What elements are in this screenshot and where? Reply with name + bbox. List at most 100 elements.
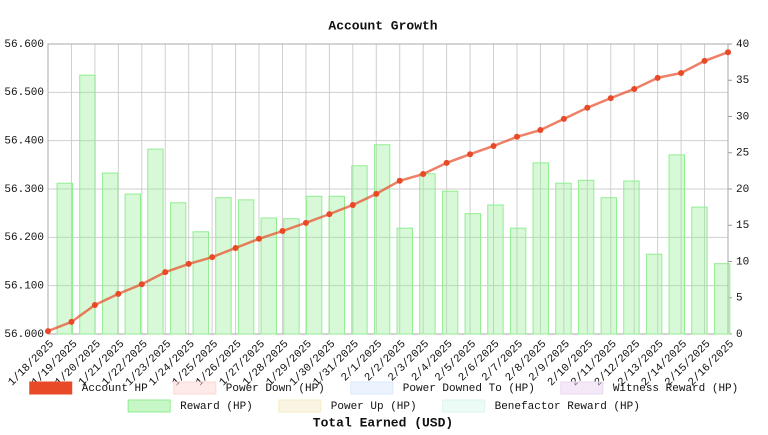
point <box>631 85 638 92</box>
y-tick-label: 56.600 <box>4 39 44 51</box>
point <box>302 219 309 226</box>
legend-label: Reward (HP) <box>180 401 253 413</box>
point <box>537 127 544 134</box>
y2-tick-label: 35 <box>736 75 749 87</box>
x-axis-label: Total Earned (USD) <box>313 415 453 430</box>
bar <box>237 199 255 335</box>
point <box>560 115 567 122</box>
bar <box>419 173 436 335</box>
bar <box>305 195 323 335</box>
y2-tick-label: 5 <box>736 293 743 305</box>
legend-label: Power Up (HP) <box>331 401 417 413</box>
bar <box>509 227 527 335</box>
y2-tick-label: 15 <box>736 220 749 232</box>
point <box>349 201 356 208</box>
point <box>68 318 75 325</box>
bar <box>532 162 549 335</box>
legend-label: Power Down (HP) <box>226 383 325 395</box>
bar <box>56 182 73 335</box>
point <box>373 190 380 197</box>
bar <box>713 263 731 335</box>
legend-swatch <box>173 381 217 395</box>
point <box>279 228 286 235</box>
bar <box>441 190 459 335</box>
legend-swatch <box>278 399 322 413</box>
bar <box>623 180 640 335</box>
legend-item: Benefactor Reward (HP) <box>442 399 640 413</box>
point <box>607 95 614 102</box>
y-tick-label: 56.000 <box>4 329 44 341</box>
bar <box>124 193 141 335</box>
point <box>490 142 497 149</box>
point <box>701 57 708 64</box>
bar <box>464 213 481 335</box>
legend-item: Witness Reward (HP) <box>560 381 738 395</box>
point <box>420 171 427 178</box>
point <box>185 260 192 267</box>
point <box>396 177 403 184</box>
y2-tick-label: 25 <box>736 148 749 160</box>
point <box>513 133 520 140</box>
bar <box>283 218 300 335</box>
point <box>443 159 450 166</box>
y-tick-label: 56.400 <box>4 136 44 148</box>
bar <box>147 148 164 335</box>
point <box>232 244 239 251</box>
point <box>138 281 145 288</box>
bar <box>260 217 277 335</box>
bar <box>396 227 413 335</box>
legend-label: Benefactor Reward (HP) <box>495 401 640 413</box>
bar <box>668 154 685 335</box>
bar <box>487 204 504 335</box>
chart-title: Account Growth <box>328 18 437 33</box>
legend-row: Account HP Power Down (HP) Power Downed To… <box>29 381 738 395</box>
y-tick-label: 56.200 <box>4 232 44 244</box>
point <box>326 211 333 218</box>
point <box>45 328 51 335</box>
legend-swatch <box>29 381 73 395</box>
legend-label: Power Downed To (HP) <box>403 383 535 395</box>
legend-swatch <box>560 381 604 395</box>
bar <box>351 165 368 335</box>
point <box>725 49 731 56</box>
legend-item: Account HP <box>29 381 148 395</box>
legend-label: Witness Reward (HP) <box>613 383 738 395</box>
bar <box>600 197 617 335</box>
legend-swatch <box>127 399 171 413</box>
bar <box>328 195 345 335</box>
point <box>654 74 661 81</box>
bar <box>555 182 572 335</box>
point <box>256 235 263 242</box>
y2-tick-label: 20 <box>736 184 749 196</box>
point <box>91 302 98 308</box>
point <box>162 269 169 276</box>
point <box>678 70 685 76</box>
bar <box>215 197 232 335</box>
bar <box>192 231 209 335</box>
point <box>467 151 474 158</box>
y-tick-label: 56.100 <box>4 281 44 293</box>
bar <box>373 144 391 335</box>
legend-item: Power Downed To (HP) <box>350 381 535 395</box>
legend-item: Power Up (HP) <box>278 399 417 413</box>
point <box>584 104 591 111</box>
bar <box>577 179 595 335</box>
line <box>47 51 729 333</box>
bar <box>691 206 708 335</box>
legend-item: Reward (HP) <box>127 399 253 413</box>
y-tick-label: 56.300 <box>4 184 44 196</box>
legend-row: Reward (HP) Power Up (HP) Benefactor Rewar… <box>127 399 640 413</box>
legend-label: Account HP <box>82 383 148 395</box>
point <box>115 290 122 297</box>
y2-tick-label: 10 <box>736 256 749 268</box>
y2-tick-label: 40 <box>736 39 749 51</box>
y-tick-label: 56.500 <box>4 87 44 99</box>
bar <box>645 253 663 335</box>
legend-swatch <box>350 381 394 395</box>
legend-swatch <box>442 399 486 413</box>
y2-tick-label: 30 <box>736 111 749 123</box>
bar <box>101 172 119 335</box>
y2-tick-label: 0 <box>736 329 743 341</box>
point <box>209 254 216 261</box>
